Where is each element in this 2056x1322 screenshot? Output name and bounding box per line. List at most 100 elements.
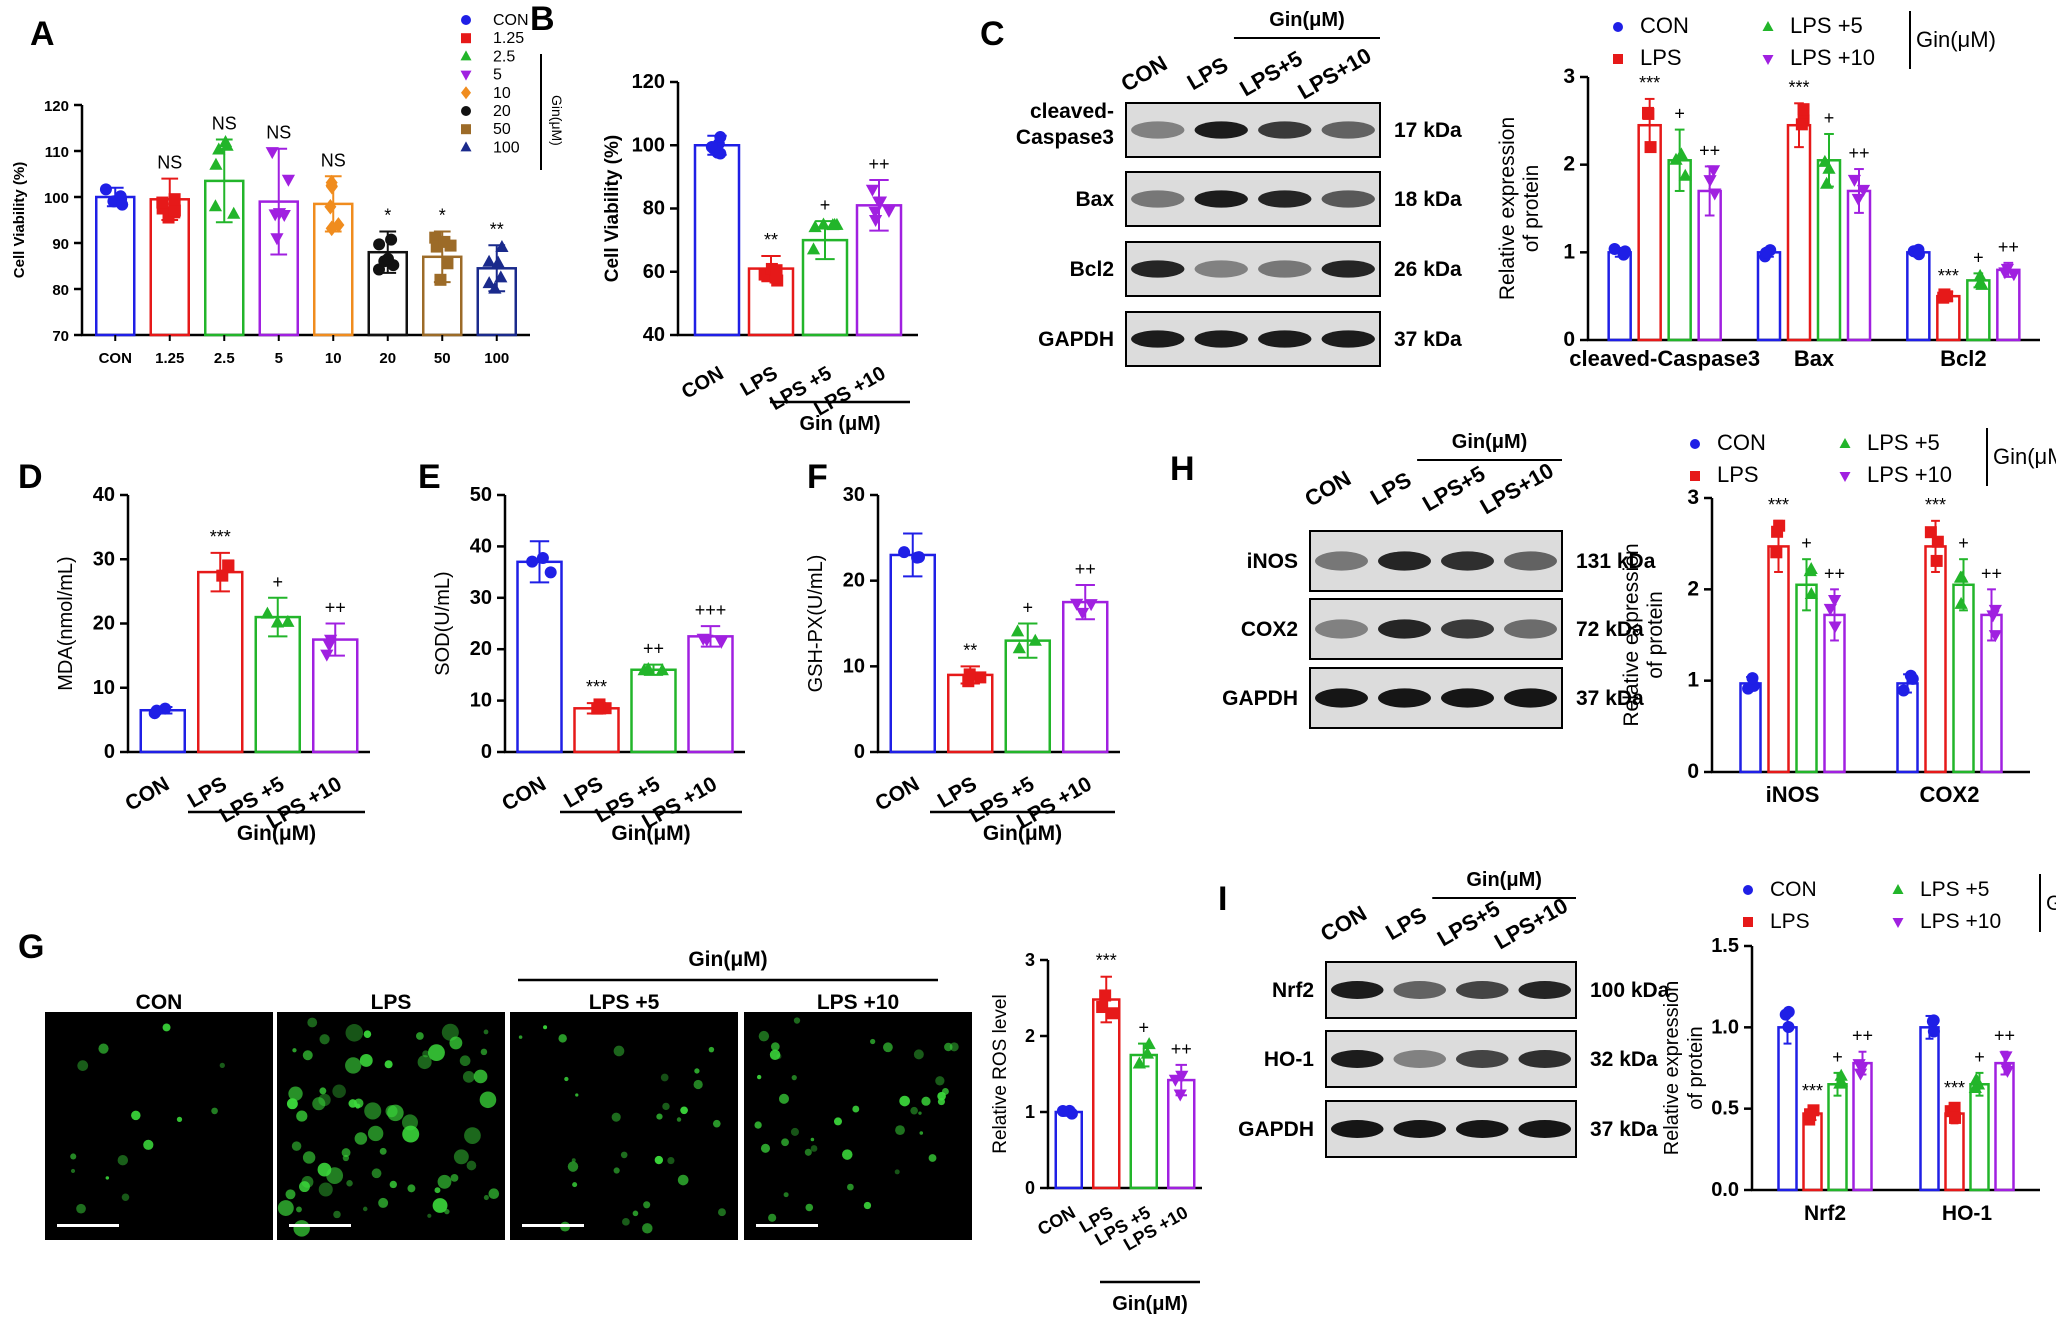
legend-label: LPS bbox=[1640, 45, 1682, 70]
data-point bbox=[1708, 188, 1722, 201]
sig-label: NS bbox=[266, 123, 291, 143]
data-point bbox=[156, 196, 169, 209]
sig-label: +++ bbox=[695, 600, 727, 620]
legend-marker bbox=[461, 15, 471, 25]
panel-letter-C: C bbox=[980, 15, 1005, 53]
data-point bbox=[1070, 598, 1084, 611]
fluorescence-spot bbox=[935, 1076, 945, 1086]
bar-LPS bbox=[197, 570, 244, 754]
blot-band bbox=[1131, 260, 1185, 278]
kda-label: 72 kDa bbox=[1576, 618, 1644, 641]
fluorescence-spot bbox=[385, 1105, 398, 1118]
blot-band bbox=[1378, 688, 1431, 708]
data-point bbox=[1851, 193, 1865, 206]
data-point bbox=[882, 205, 896, 218]
fluorescence-spot bbox=[810, 1137, 815, 1142]
blot-band bbox=[1258, 330, 1312, 348]
legend-label: 100 bbox=[493, 139, 520, 156]
legend-group-label: Gin(μM) bbox=[1993, 444, 2056, 469]
fluorescence-spot bbox=[895, 1125, 905, 1136]
legend-marker bbox=[461, 86, 471, 100]
fluorescence-spot bbox=[291, 1141, 302, 1151]
legend-label: CON bbox=[1640, 13, 1689, 38]
data-point bbox=[1012, 641, 1026, 654]
legend-label: 1.25 bbox=[493, 30, 524, 47]
data-point bbox=[385, 233, 398, 246]
group-bracket-label: Gin(μM) bbox=[1112, 1293, 1188, 1315]
data-point bbox=[212, 142, 226, 155]
blot-band bbox=[1456, 981, 1509, 999]
fluorescence-spot bbox=[162, 1023, 171, 1032]
y-axis-label: Relative expression bbox=[1620, 543, 1643, 726]
data-point bbox=[1968, 1081, 1982, 1094]
bar-CON bbox=[1756, 251, 1782, 342]
sig-label: *** bbox=[1788, 77, 1809, 97]
fluorescence-spot bbox=[219, 1062, 225, 1069]
fluorescence-spot bbox=[769, 1049, 781, 1060]
legend-group-label: Gin(μM) bbox=[549, 95, 565, 146]
fluorescence-spot bbox=[572, 1182, 578, 1188]
bar-CON bbox=[1906, 251, 1931, 342]
bar-LPS+10 bbox=[687, 635, 734, 754]
lane-label: CON bbox=[1300, 465, 1355, 511]
fluorescence-spot bbox=[667, 1156, 675, 1165]
data-point bbox=[281, 174, 296, 187]
data-point bbox=[641, 661, 655, 674]
data-point bbox=[281, 614, 295, 627]
legend-label: 2.5 bbox=[493, 48, 515, 65]
data-point bbox=[1988, 630, 2002, 643]
sig-label: *** bbox=[1639, 73, 1660, 93]
row-label: HO-1 bbox=[1264, 1048, 1314, 1071]
data-point bbox=[494, 270, 508, 283]
fluorescence-spot bbox=[805, 1203, 814, 1212]
data-point bbox=[441, 257, 454, 270]
fluorescence-spot bbox=[781, 1138, 789, 1147]
data-point bbox=[1954, 596, 1968, 609]
y-tick-label: 0 bbox=[481, 741, 492, 763]
sig-label: * bbox=[384, 206, 391, 226]
data-point bbox=[270, 615, 285, 628]
y-tick-label: 1.0 bbox=[1711, 1016, 1739, 1038]
data-point bbox=[1999, 1051, 2013, 1064]
fluorescence-spot bbox=[790, 1127, 799, 1136]
legend-label: 20 bbox=[493, 103, 511, 120]
legend-label: CON bbox=[493, 12, 529, 29]
lane-label: LPS+5 bbox=[1235, 46, 1306, 102]
x-tick-label: 100 bbox=[484, 350, 509, 367]
data-point bbox=[116, 198, 129, 211]
data-point bbox=[1674, 147, 1688, 160]
sig-label: *** bbox=[210, 527, 231, 547]
fluorescence-spot bbox=[870, 1038, 876, 1045]
y-tick-label: 100 bbox=[632, 134, 665, 156]
legend-H: CON LPS LPS +5 LPS +10 Gin(μM) bbox=[1690, 428, 2056, 487]
lane-label: LPS+10 bbox=[1294, 43, 1376, 105]
y-tick-label: 100 bbox=[44, 190, 69, 207]
y-tick-label: 50 bbox=[470, 484, 492, 506]
legend-marker bbox=[460, 70, 472, 81]
data-point bbox=[332, 217, 345, 233]
sig-label: ** bbox=[490, 219, 504, 239]
legend-label: LPS bbox=[1770, 910, 1810, 933]
fluorescence-spot bbox=[910, 1106, 918, 1115]
x-tick-label: 1.25 bbox=[155, 350, 184, 367]
data-point bbox=[168, 193, 181, 206]
fluorescence-spot bbox=[611, 1112, 621, 1122]
sig-label: + bbox=[1958, 533, 1969, 553]
legend-marker bbox=[1690, 471, 1700, 481]
panel-letter-A: A bbox=[30, 15, 55, 53]
fluorescence-spot bbox=[676, 1117, 682, 1122]
data-point bbox=[268, 209, 282, 222]
kda-label: 37 kDa bbox=[1576, 687, 1644, 710]
sig-label: + bbox=[1973, 247, 1984, 267]
y-tick-label: 20 bbox=[843, 570, 865, 592]
row-label: GAPDH bbox=[1038, 328, 1114, 351]
data-point bbox=[1142, 1037, 1156, 1050]
fluorescence-spot bbox=[389, 1180, 397, 1189]
fluorescence-spot bbox=[384, 1060, 393, 1069]
row-label: Bax bbox=[1075, 188, 1114, 211]
bar-LPS bbox=[1767, 545, 1790, 774]
group-bracket-label: Gin(μM) bbox=[983, 822, 1062, 845]
fluorescence-spot bbox=[941, 1088, 949, 1095]
